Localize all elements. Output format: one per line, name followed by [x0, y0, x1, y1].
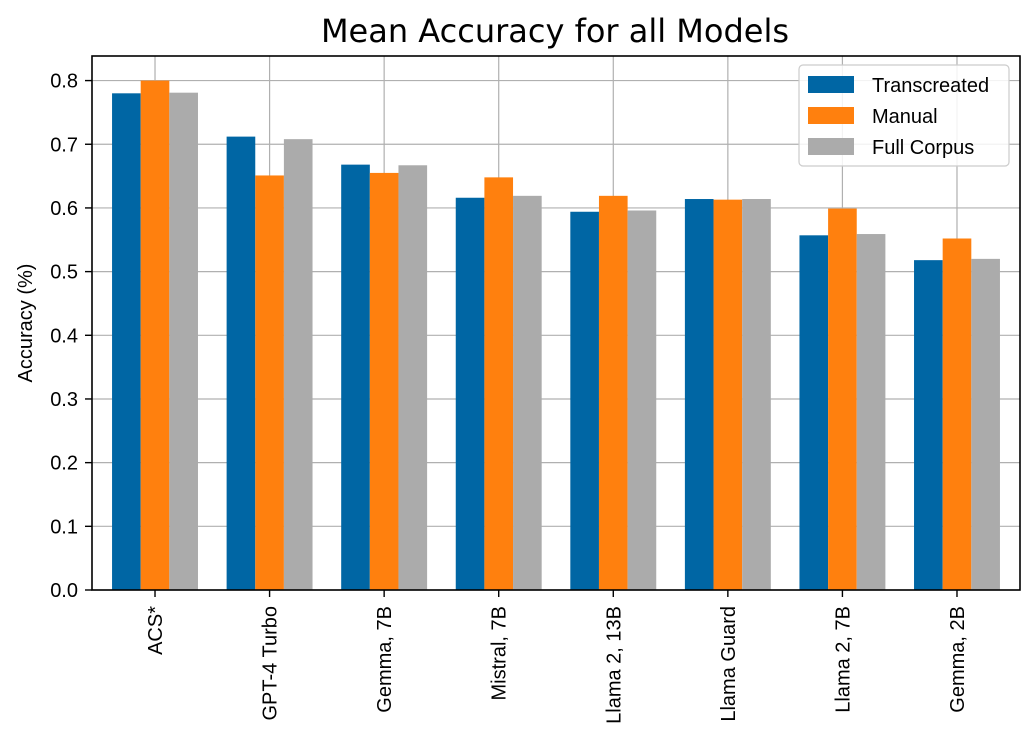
x-tick-label: GPT-4 Turbo: [260, 606, 282, 721]
x-tick-label: Gemma, 2B: [947, 606, 969, 713]
legend-label: Manual: [872, 106, 938, 128]
bar-transcreated: [341, 164, 370, 590]
bar-manual: [369, 172, 399, 591]
bar-full-corpus: [971, 258, 1000, 590]
bar-full-corpus: [513, 195, 542, 590]
y-tick-label: 0.5: [50, 262, 78, 284]
bar-transcreated: [914, 260, 943, 590]
y-tick-label: 0.7: [50, 134, 78, 156]
y-tick-label: 0.6: [50, 198, 78, 220]
y-tick-label: 0.2: [50, 453, 78, 475]
bar-transcreated: [112, 93, 141, 590]
bar-full-corpus: [169, 92, 198, 590]
x-tick-label: Gemma, 7B: [374, 606, 396, 713]
bar-full-corpus: [398, 165, 428, 590]
bar-full-corpus: [742, 199, 771, 591]
bar-manual: [713, 199, 743, 591]
x-tick-label: Llama Guard: [718, 606, 740, 722]
bar-transcreated: [684, 199, 714, 591]
bar-transcreated: [455, 197, 485, 590]
legend-swatch: [808, 76, 854, 93]
bar-manual: [598, 195, 628, 590]
chart-title: Mean Accuracy for all Models: [321, 12, 789, 50]
bar-manual: [255, 175, 284, 590]
bar-manual: [484, 177, 514, 590]
bar-full-corpus: [856, 234, 886, 590]
bars: [112, 80, 1000, 591]
y-tick-label: 0.3: [50, 389, 78, 411]
y-axis-label: Accuracy (%): [15, 264, 37, 383]
bar-transcreated: [799, 235, 829, 590]
bar-full-corpus: [283, 139, 313, 590]
x-axis-ticks: ACS* GPT-4 Turbo Gemma, 7B Mistral, 7B Llama…: [145, 590, 969, 724]
x-tick-label: Mistral, 7B: [489, 606, 511, 700]
bar-manual: [828, 208, 857, 591]
plot-frame: [91, 55, 1021, 591]
y-tick-label: 0.4: [50, 325, 78, 347]
x-tick-label: Llama 2, 7B: [832, 606, 854, 713]
y-tick-label: 0.8: [50, 71, 78, 93]
legend-label: Transcreated: [872, 75, 989, 97]
bar-transcreated: [226, 136, 256, 590]
legend-swatch: [808, 107, 854, 124]
bar-manual: [942, 238, 972, 590]
y-axis-ticks: 0.0 0.1 0.2 0.3 0.4 0.5 0.6 0.7 0.8: [50, 71, 92, 602]
bar-transcreated: [570, 211, 599, 590]
legend: Transcreated Manual Full Corpus: [798, 64, 1010, 167]
x-tick-label: ACS*: [145, 606, 167, 655]
y-tick-label: 0.1: [50, 516, 78, 538]
y-tick-label: 0.0: [50, 580, 78, 602]
bar-manual: [140, 80, 170, 591]
legend-swatch: [808, 138, 854, 155]
bar-full-corpus: [627, 210, 657, 590]
legend-label: Full Corpus: [872, 137, 974, 159]
x-tick-label: Llama 2, 13B: [603, 606, 625, 724]
